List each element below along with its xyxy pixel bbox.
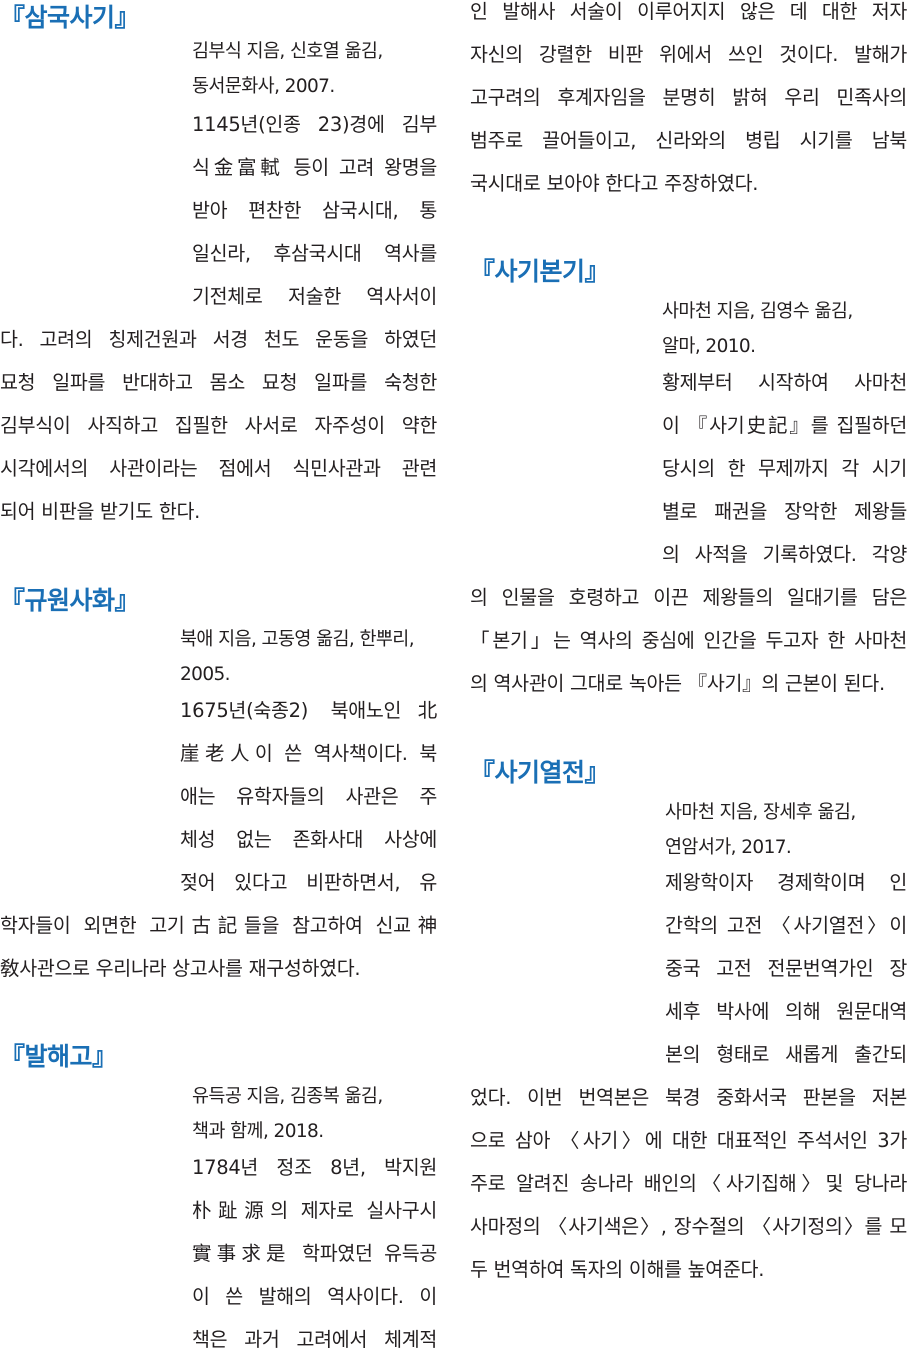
body-text-line: 고구려의 후계자임을 분명히 밝혀 우리 민족사의	[470, 86, 907, 109]
body-text-line: 받아 편찬한 삼국시대, 통	[192, 199, 437, 222]
body-text-line: 「본기」는 역사의 중심에 인간을 두고자 한 사마천	[470, 629, 907, 652]
body-text-line: 책은 과거 고려에서 체계적	[192, 1328, 437, 1351]
body-text-line: 되어 비판을 받기도 한다.	[0, 500, 200, 523]
book-title: 『규원사화』	[0, 586, 140, 615]
book-citation: 북애 지음, 고동영 옮김, 한뿌리,	[180, 629, 415, 650]
body-text-line: 학자들이 외면한 고기古記들을 참고하여 신교神	[0, 914, 437, 937]
body-text-line: 의 인물을 호령하고 이끈 제왕들의 일대기를 담은	[470, 586, 907, 609]
body-text-line: 實事求是 학파였던 유득공	[192, 1242, 437, 1265]
body-text-line: 이 쓴 발해의 역사이다. 이	[192, 1285, 437, 1308]
body-text-line: 주로 알려진 송나라 배인의〈사기집해〉및 당나라	[470, 1172, 907, 1195]
body-text-line: 국시대로 보아야 한다고 주장하였다.	[470, 172, 759, 195]
body-text-line: 자신의 강렬한 비판 위에서 쓰인 것이다. 발해가	[470, 43, 907, 66]
body-text-line: 으로 삼아 〈사기〉에 대한 대표적인 주석서인 3가	[470, 1129, 907, 1152]
book-citation: 사마천 지음, 김영수 옮김,	[662, 301, 853, 322]
book-title: 『사기열전』	[470, 758, 610, 787]
body-text-line: 중국 고전 전문번역가인 장	[665, 957, 907, 980]
body-text-line: 본의 형태로 새롭게 출간되	[665, 1043, 907, 1066]
body-text-line: 애는 유학자들의 사관은 주	[180, 785, 437, 808]
body-text-line: 다. 고려의 칭제건원과 서경 천도 운동을 하였던	[0, 328, 437, 351]
body-text-line: 朴趾源의 제자로 실사구시	[192, 1199, 437, 1222]
body-text-line: 김부식이 사직하고 집필한 사서로 자주성이 약한	[0, 414, 437, 437]
body-text-line: 두 번역하여 독자의 이해를 높여준다.	[470, 1258, 765, 1281]
body-text-line: 묘청 일파를 반대하고 몸소 묘청 일파를 숙청한	[0, 371, 437, 394]
body-text-line: 식金富軾 등이 고려 왕명을	[192, 156, 437, 179]
book-citation: 책과 함께, 2018.	[192, 1121, 324, 1142]
body-text-line: 젖어 있다고 비판하면서, 유	[180, 871, 437, 894]
body-text-line: 별로 패권을 장악한 제왕들	[662, 500, 907, 523]
book-citation: 동서문화사, 2007.	[192, 76, 335, 97]
body-text-line: 사마정의 〈사기색은〉, 장수절의 〈사기정의〉를 모	[470, 1215, 907, 1238]
body-text-line: 敎사관으로 우리나라 상고사를 재구성하였다.	[0, 957, 361, 980]
body-text-line: 일신라, 후삼국시대 역사를	[192, 242, 437, 265]
body-text-line: 기전체로 저술한 역사서이	[192, 285, 437, 308]
body-text-line: 당시의 한 무제까지 각 시기	[662, 457, 907, 480]
body-text-line: 세후 박사에 의해 원문대역	[665, 1000, 907, 1023]
body-text-line: 의 사적을 기록하였다. 각양	[662, 543, 907, 566]
body-text-line: 이 『사기史記』를 집필하던	[662, 414, 907, 437]
book-title: 『사기본기』	[470, 257, 610, 286]
body-text-line: 의 역사관이 그대로 녹아든 『사기』의 근본이 된다.	[470, 672, 885, 695]
body-text-line: 간학의 고전 〈사기열전〉이	[665, 914, 907, 937]
body-text-line: 제왕학이자 경제학이며 인	[665, 871, 907, 894]
book-title: 『발해고』	[0, 1042, 117, 1071]
body-text-line: 1784년 정조 8년, 박지원	[192, 1156, 437, 1179]
book-citation: 김부식 지음, 신호열 옮김,	[192, 41, 383, 62]
body-text-line: 崖老人이 쓴 역사책이다. 북	[180, 742, 437, 765]
book-citation: 유득공 지음, 김종복 옮김,	[192, 1086, 383, 1107]
book-citation: 알마, 2010.	[662, 336, 756, 357]
body-text-line: 1675년(숙종2) 북애노인北	[180, 699, 437, 722]
body-text-line: 었다. 이번 번역본은 북경 중화서국 판본을 저본	[470, 1086, 907, 1109]
body-text-line: 인 발해사 서술이 이루어지지 않은 데 대한 저자	[470, 0, 907, 23]
book-citation: 연암서가, 2017.	[665, 837, 792, 858]
book-citation: 사마천 지음, 장세후 옮김,	[665, 802, 856, 823]
book-title: 『삼국사기』	[0, 3, 140, 32]
body-text-line: 범주로 끌어들이고, 신라와의 병립 시기를 남북	[470, 129, 907, 152]
body-text-line: 체성 없는 존화사대 사상에	[180, 828, 437, 851]
body-text-line: 시각에서의 사관이라는 점에서 식민사관과 관련	[0, 457, 437, 480]
book-citation: 2005.	[180, 664, 231, 685]
body-text-line: 1145년(인종 23)경에 김부	[192, 113, 437, 136]
body-text-line: 황제부터 시작하여 사마천	[662, 371, 907, 394]
